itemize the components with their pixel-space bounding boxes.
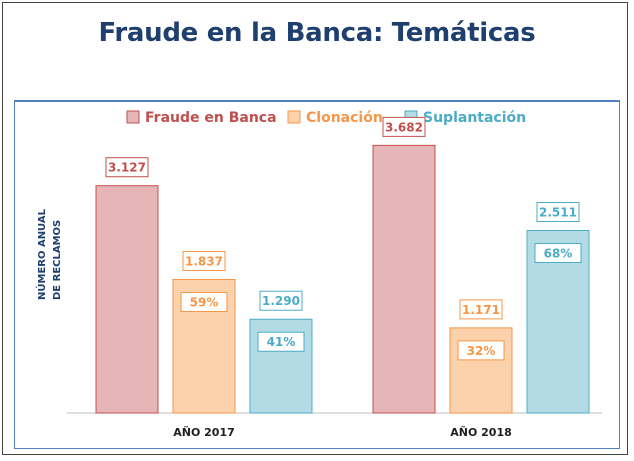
percent-label: 41% — [267, 335, 296, 349]
data-label: 1.837 — [185, 254, 223, 268]
y-axis-label: DE RECLAMOS — [52, 220, 63, 300]
percent-label-box — [180, 291, 228, 312]
y-axis-label: NÚMERO ANUAL — [35, 208, 48, 300]
x-tick-label: AÑO 2018 — [450, 426, 512, 439]
percent-label-box — [534, 242, 582, 263]
percent-label: 32% — [467, 344, 496, 358]
bar — [95, 185, 159, 414]
data-label-box — [105, 157, 149, 178]
data-label-box — [536, 201, 580, 222]
data-label: 2.511 — [539, 205, 577, 219]
chart-title: Fraude en la Banca: Temáticas — [98, 18, 536, 48]
data-label-box — [182, 250, 226, 271]
legend-swatch — [126, 110, 140, 124]
data-label: 3.127 — [108, 161, 146, 175]
legend-label: Clonación — [306, 110, 383, 126]
data-label-box — [382, 116, 426, 137]
percent-label-box — [257, 331, 305, 352]
data-label: 1.171 — [462, 303, 500, 317]
chart-box — [14, 100, 620, 449]
data-label-box — [459, 299, 503, 320]
data-label: 3.682 — [385, 120, 423, 134]
percent-label: 59% — [190, 295, 219, 309]
bar — [372, 144, 436, 414]
percent-label: 68% — [544, 246, 573, 260]
x-tick-label: AÑO 2017 — [173, 426, 235, 439]
legend-label: Suplantación — [423, 110, 526, 126]
data-label: 1.290 — [262, 294, 300, 308]
percent-label-box — [457, 340, 505, 361]
legend-swatch — [287, 110, 301, 124]
data-label-box — [259, 290, 303, 311]
legend-label: Fraude en Banca — [145, 110, 277, 126]
